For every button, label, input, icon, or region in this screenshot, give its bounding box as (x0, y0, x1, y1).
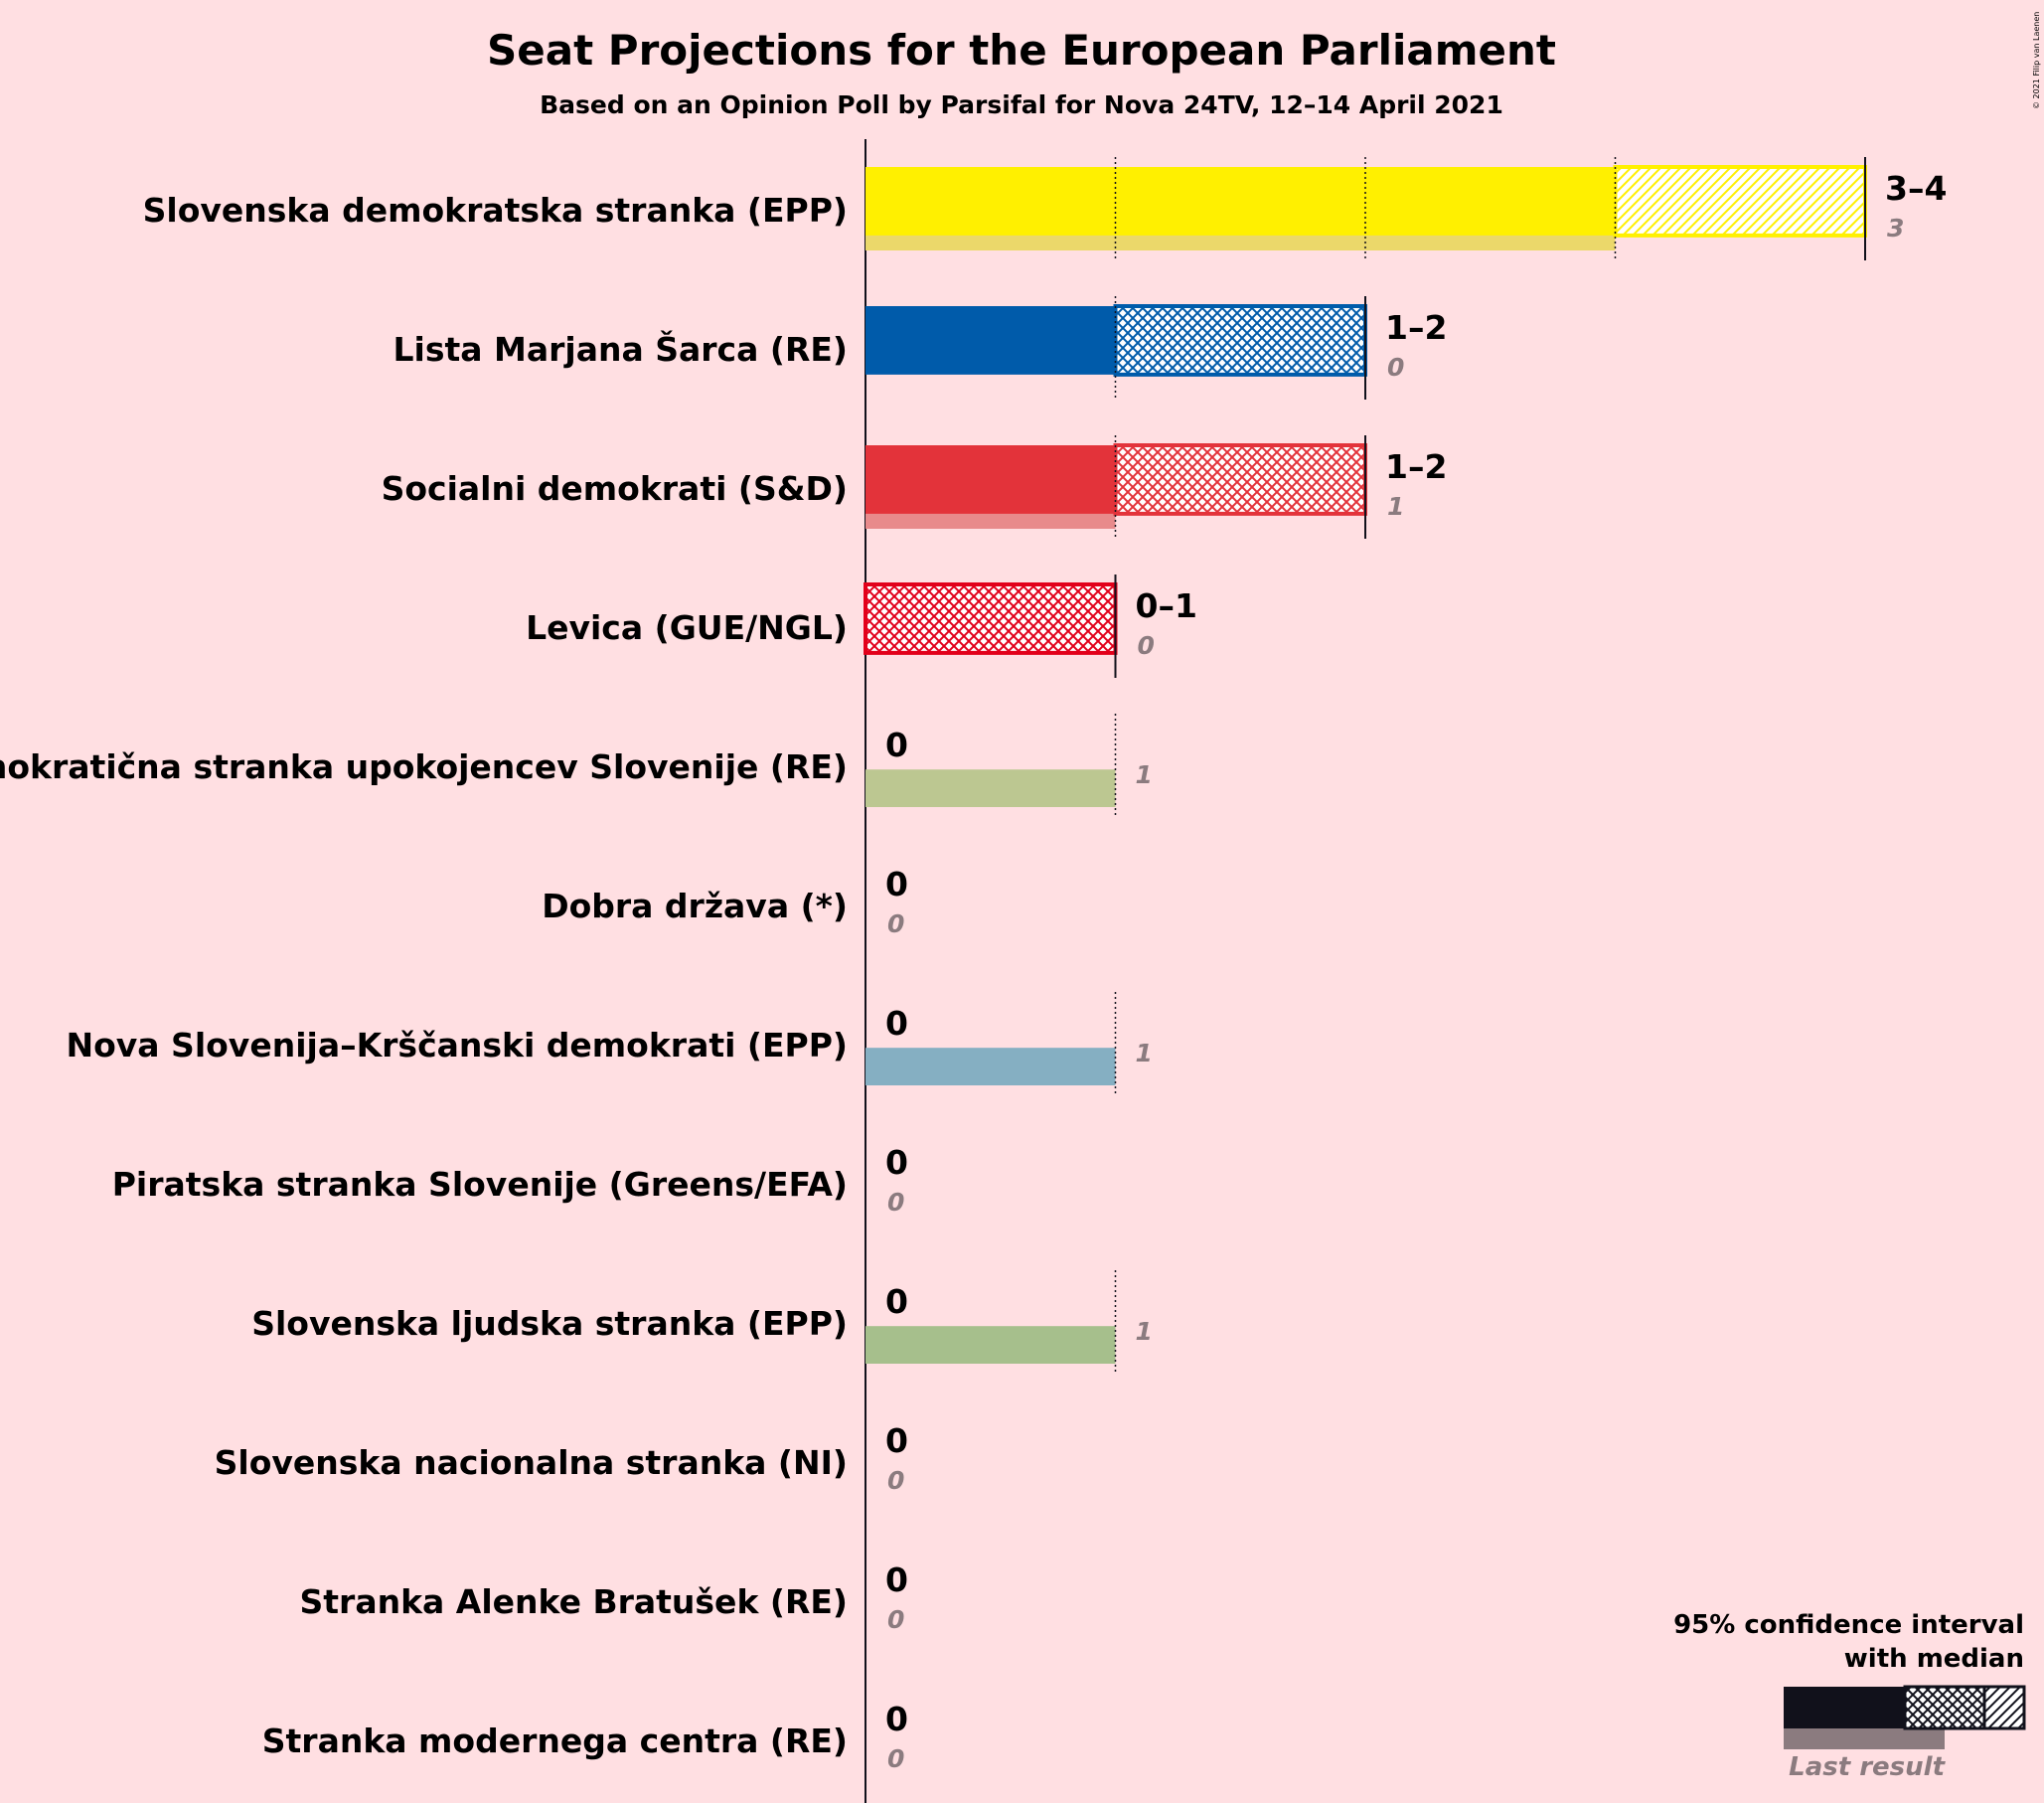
party-row: Slovenska ljudska stranka (EPP) 0 1 (251, 1270, 1153, 1374)
party-row: Stranka modernega centra (RE) 0 0 (262, 1700, 908, 1773)
party-label: Nova Slovenija–Krščanski demokrati (EPP) (67, 1026, 849, 1065)
median-bar (865, 445, 1116, 514)
party-label: Socialni demokrati (S&D) (382, 469, 848, 508)
range-label: 0 (885, 1700, 908, 1738)
party-rows: Slovenska demokratska stranka (EPP) 3–4 3 L… (0, 157, 1947, 1773)
legend-title-line2: with median (1844, 1644, 2024, 1674)
legend-inner-ci-swatch (1903, 1685, 1986, 1730)
last-result-bar (865, 1326, 1116, 1364)
range-label: 0–1 (1136, 586, 1197, 625)
last-result-label: 0 (1138, 631, 1155, 660)
range-label: 0 (885, 1143, 908, 1182)
party-label: Stranka modernega centra (RE) (262, 1721, 848, 1760)
range-label: 3–4 (1885, 169, 1947, 208)
party-label: Stranka Alenke Bratušek (RE) (300, 1582, 848, 1621)
party-label: Levica (GUE/NGL) (526, 608, 848, 647)
last-result-label: 0 (1387, 353, 1404, 382)
median-bar (865, 167, 1616, 236)
party-label: Slovenska ljudska stranka (EPP) (251, 1304, 848, 1343)
chart-title: Seat Projections for the European Parlia… (487, 26, 1556, 75)
inner-ci-bar (864, 582, 1118, 655)
party-row: Piratska stranka Slovenije (Greens/EFA) 0… (112, 1143, 908, 1217)
chart-subtitle: Based on an Opinion Poll by Parsifal for… (540, 90, 1503, 119)
credit-text: © 2021 Filip van Laenen (2032, 12, 2041, 109)
range-label: 0 (885, 1004, 908, 1043)
range-label: 0 (885, 1421, 908, 1460)
legend: 95% confidence interval with median Last… (1673, 1610, 2026, 1782)
party-label: Dobra država (*) (542, 887, 848, 925)
party-label: Slovenska demokratska stranka (EPP) (143, 191, 848, 230)
range-label: 0 (885, 865, 908, 903)
legend-median-swatch (1784, 1687, 1905, 1728)
party-row: Demokratična stranka upokojencev Sloveni… (0, 714, 1153, 817)
party-row: Socialni demokrati (S&D) 1–2 1 (382, 435, 1447, 539)
last-result-label: 0 (887, 1605, 904, 1634)
last-result-bar (865, 1048, 1116, 1085)
last-result-label: 0 (887, 1744, 904, 1773)
outer-ci-bar (1613, 165, 1867, 238)
last-result-label: 1 (1387, 492, 1404, 521)
legend-outer-ci-swatch (1982, 1685, 2026, 1730)
legend-title-line1: 95% confidence interval (1673, 1610, 2024, 1640)
last-result-label: 0 (887, 1188, 904, 1217)
inner-ci-bar (1113, 304, 1367, 377)
party-row: Slovenska nacionalna stranka (NI) 0 0 (215, 1421, 908, 1495)
party-label: Piratska stranka Slovenije (Greens/EFA) (112, 1165, 848, 1204)
party-row: Stranka Alenke Bratušek (RE) 0 0 (300, 1560, 908, 1634)
party-label: Demokratična stranka upokojencev Sloveni… (0, 747, 848, 786)
party-label: Lista Marjana Šarca (RE) (393, 329, 848, 369)
inner-ci-bar (1113, 443, 1367, 516)
last-result-label: 3 (1887, 214, 1904, 243)
range-label: 0 (885, 726, 908, 764)
range-label: 0 (885, 1282, 908, 1321)
range-label: 0 (885, 1560, 908, 1599)
party-row: Levica (GUE/NGL) 0–1 0 (526, 574, 1197, 678)
range-label: 1–2 (1385, 447, 1447, 486)
party-row: Lista Marjana Šarca (RE) 1–2 0 (393, 296, 1447, 400)
last-result-label: 0 (887, 1466, 904, 1495)
party-label: Slovenska nacionalna stranka (NI) (215, 1443, 848, 1482)
legend-last-result-label: Last result (1789, 1752, 1946, 1782)
range-label: 1–2 (1385, 308, 1447, 347)
last-result-label: 0 (887, 909, 904, 938)
last-result-label: 1 (1136, 760, 1153, 789)
party-row: Dobra država (*) 0 0 (542, 865, 908, 938)
party-row: Nova Slovenija–Krščanski demokrati (EPP)… (67, 992, 1153, 1095)
last-result-bar (865, 769, 1116, 807)
party-row: Slovenska demokratska stranka (EPP) 3–4 3 (143, 157, 1947, 260)
last-result-label: 1 (1136, 1039, 1153, 1067)
median-bar (865, 306, 1116, 375)
last-result-label: 1 (1136, 1317, 1153, 1346)
